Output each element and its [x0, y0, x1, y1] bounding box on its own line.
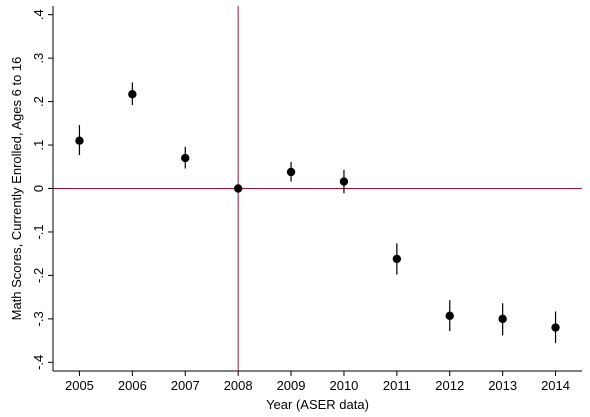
x-axis: 2005 2006 2007 2008 2009 2010 2011 2012 2013 2014 [65, 371, 570, 393]
y-tick-label: 0 [31, 185, 46, 192]
x-tick-label: 2010 [329, 378, 358, 393]
data-point [286, 167, 296, 177]
y-tick-label: .3 [31, 53, 46, 64]
y-tick-label: .4 [31, 9, 46, 20]
y-tick-label: .1 [31, 140, 46, 151]
data-point [445, 311, 454, 321]
y-tick-label: -.3 [31, 311, 46, 326]
x-tick-label: 2009 [277, 378, 306, 393]
data-points [75, 90, 560, 332]
x-tick-label: 2011 [383, 378, 411, 393]
x-tick-label: 2014 [541, 378, 570, 393]
data-point [128, 90, 137, 99]
data-point [392, 254, 402, 264]
y-tick-label: -.1 [31, 224, 46, 239]
data-point [233, 184, 243, 193]
x-tick-label: 2008 [224, 378, 253, 393]
data-point [75, 136, 84, 145]
data-point [498, 314, 507, 324]
x-tick-label: 2012 [435, 378, 464, 393]
y-tick-label: .2 [31, 96, 46, 107]
data-point [339, 177, 349, 186]
x-tick-label: 2007 [171, 378, 200, 393]
x-tick-label: 2005 [65, 378, 94, 393]
y-axis: .4 .3 .2 .1 0 -.1 -.2 -.3 -.4 [31, 9, 53, 370]
data-point [551, 323, 560, 332]
y-tick-label: -.4 [31, 355, 46, 370]
x-tick-label: 2013 [488, 378, 517, 393]
y-axis-title: Math Scores, Currently Enrolled, Ages 6 … [9, 57, 24, 321]
x-tick-label: 2006 [118, 378, 147, 393]
x-axis-title: Year (ASER data) [266, 397, 369, 412]
data-point [181, 153, 190, 163]
y-tick-label: -.2 [31, 268, 46, 283]
